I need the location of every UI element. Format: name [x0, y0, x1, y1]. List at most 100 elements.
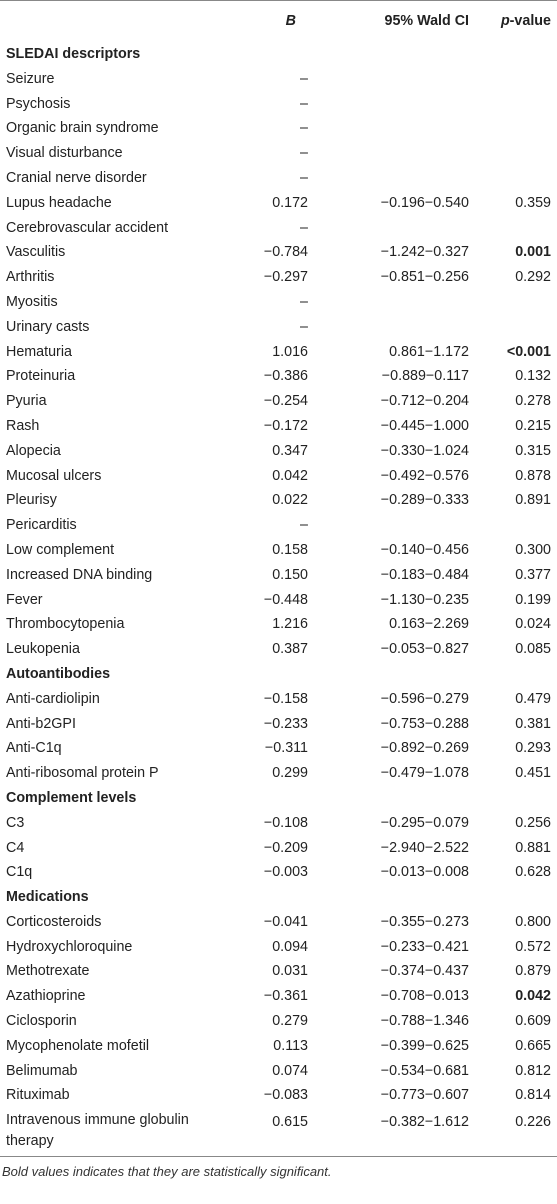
row-label: Arthritis — [6, 269, 55, 286]
table-row: Fever −0.448 −1.130−0.235 0.199 — [0, 588, 557, 613]
table-row: Ciclosporin 0.279 −0.788−1.346 0.609 — [0, 1009, 557, 1034]
p-value: <0.001 — [506, 343, 551, 360]
table-row: Rash −0.172 −0.445−1.000 0.215 — [0, 414, 557, 439]
p-value: 0.572 — [515, 938, 551, 955]
p-value: 0.215 — [515, 417, 551, 434]
p-value — [469, 67, 557, 92]
table-row: Anti-ribosomal protein P 0.299 −0.479−1.07… — [0, 761, 557, 786]
section-header-row: SLEDAI descriptors — [0, 42, 557, 67]
wald-ci-value: −0.295−0.079 — [380, 814, 469, 831]
row-label: Urinary casts — [6, 318, 90, 335]
wald-ci-value: −0.382−1.612 — [380, 1114, 469, 1131]
table-row: Psychosis – — [0, 92, 557, 117]
wald-ci-value: −0.479−1.078 — [380, 765, 469, 782]
b-value: −0.158 — [263, 690, 308, 707]
row-label: Pericarditis — [6, 517, 77, 534]
p-value: 0.479 — [515, 690, 551, 707]
row-label: Anti-C1q — [6, 740, 62, 757]
wald-ci-value — [322, 67, 469, 92]
b-value: – — [300, 145, 308, 162]
table-row: Cranial nerve disorder – — [0, 166, 557, 191]
wald-ci-value: 0.163−2.269 — [389, 616, 469, 633]
wald-ci-value: −0.773−0.607 — [380, 1087, 469, 1104]
table-row: Corticosteroids −0.041 −0.355−0.273 0.800 — [0, 910, 557, 935]
table-row: Pericarditis – — [0, 513, 557, 538]
row-label: Vasculitis — [6, 244, 66, 261]
b-value: – — [300, 95, 308, 112]
wald-ci-value: −2.940−2.522 — [380, 839, 469, 856]
b-value: −0.083 — [263, 1087, 308, 1104]
table-row: Myositis – — [0, 290, 557, 315]
b-value: −0.172 — [263, 417, 308, 434]
table-row: Alopecia 0.347 −0.330−1.024 0.315 — [0, 439, 557, 464]
p-value: 0.132 — [515, 368, 551, 385]
wald-ci-value — [322, 315, 469, 340]
section-title: Autoantibodies — [6, 665, 111, 682]
p-value: 0.278 — [515, 393, 551, 410]
p-value — [469, 92, 557, 117]
header-p-italic: p — [500, 13, 510, 30]
b-value: 0.042 — [272, 467, 308, 484]
b-value: 0.022 — [272, 492, 308, 509]
b-value: 0.150 — [272, 566, 308, 583]
table-row: Rituximab −0.083 −0.773−0.607 0.814 — [0, 1083, 557, 1108]
table-footnote: Bold values indicates that they are stat… — [2, 1164, 332, 1180]
table-row: Increased DNA binding 0.150 −0.183−0.484 0.… — [0, 563, 557, 588]
header-b: B — [285, 13, 296, 30]
b-value: −0.108 — [263, 814, 308, 831]
row-label: Intravenous immune globulin therapy — [6, 1112, 189, 1150]
row-label: Low complement — [6, 541, 115, 558]
row-label: Myositis — [6, 293, 58, 310]
table-row: Hematuria 1.016 0.861−1.172 <0.001 — [0, 340, 557, 365]
p-value — [469, 216, 557, 241]
p-value: 0.199 — [515, 591, 551, 608]
b-value: 0.113 — [273, 1037, 308, 1054]
b-value: – — [300, 219, 308, 236]
row-label: Hydroxychloroquine — [6, 938, 133, 955]
table-row: Pleurisy 0.022 −0.289−0.333 0.891 — [0, 488, 557, 513]
b-value: −0.311 — [264, 740, 308, 757]
row-label: Rash — [6, 417, 40, 434]
wald-ci-value: −0.445−1.000 — [380, 417, 469, 434]
row-label: Visual disturbance — [6, 145, 123, 162]
row-label: Pyuria — [6, 393, 47, 410]
row-label: Psychosis — [6, 95, 71, 112]
row-label: Rituximab — [6, 1087, 70, 1104]
table-row: Arthritis −0.297 −0.851−0.256 0.292 — [0, 265, 557, 290]
p-value: 0.881 — [515, 839, 551, 856]
section-header-row: Medications — [0, 885, 557, 910]
wald-ci-value: −0.374−0.437 — [380, 963, 469, 980]
p-value: 0.800 — [515, 913, 551, 930]
p-value — [469, 141, 557, 166]
p-value — [469, 513, 557, 538]
b-value: – — [300, 293, 308, 310]
b-value: −0.233 — [263, 715, 308, 732]
table-row: Pyuria −0.254 −0.712−0.204 0.278 — [0, 389, 557, 414]
table-row: C4 −0.209 −2.940−2.522 0.881 — [0, 836, 557, 861]
wald-ci-value — [322, 513, 469, 538]
bottom-rule — [0, 1156, 557, 1158]
table-row: Azathioprine −0.361 −0.708−0.013 0.042 — [0, 984, 557, 1009]
wald-ci-value — [322, 216, 469, 241]
b-value: −0.361 — [263, 988, 308, 1005]
b-value: – — [300, 517, 308, 534]
wald-ci-value: −0.788−1.346 — [380, 1013, 469, 1030]
top-rule — [0, 0, 557, 1]
section-title: Complement levels — [6, 789, 137, 806]
row-label: Increased DNA binding — [6, 566, 153, 583]
header-wald-ci: 95% Wald CI — [384, 13, 469, 30]
p-value: 0.812 — [515, 1062, 551, 1079]
wald-ci-value: −0.851−0.256 — [380, 269, 469, 286]
row-label: C1q — [6, 864, 33, 881]
row-label: Mycophenolate mofetil — [6, 1037, 150, 1054]
b-value: −0.003 — [263, 864, 308, 881]
table-row: Mycophenolate mofetil 0.113 −0.399−0.625 0.… — [0, 1034, 557, 1059]
table-row: C3 −0.108 −0.295−0.079 0.256 — [0, 811, 557, 836]
row-label: Pleurisy — [6, 492, 57, 509]
row-label: Proteinuria — [6, 368, 76, 385]
wald-ci-value: −0.140−0.456 — [380, 541, 469, 558]
table-row: Lupus headache 0.172 −0.196−0.540 0.359 — [0, 191, 557, 216]
table-row: Organic brain syndrome – — [0, 116, 557, 141]
wald-ci-value: −0.534−0.681 — [380, 1062, 469, 1079]
row-label: Anti-cardiolipin — [6, 690, 100, 707]
